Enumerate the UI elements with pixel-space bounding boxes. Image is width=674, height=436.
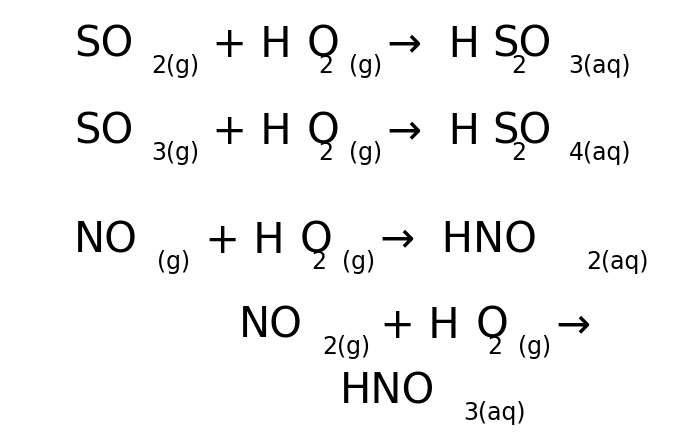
Text: 2: 2	[511, 54, 526, 78]
Text: 3(aq): 3(aq)	[464, 401, 526, 425]
Text: (g): (g)	[342, 250, 375, 274]
Text: SO: SO	[492, 111, 551, 153]
Text: (g): (g)	[349, 54, 382, 78]
Text: + H: + H	[192, 220, 284, 262]
Text: O: O	[307, 24, 340, 66]
Text: (g): (g)	[518, 335, 551, 359]
Text: 3(g): 3(g)	[151, 141, 199, 165]
Text: →  HNO: → HNO	[367, 220, 537, 262]
Text: O: O	[300, 220, 333, 262]
Text: (g): (g)	[349, 141, 382, 165]
Text: 2(g): 2(g)	[151, 54, 199, 78]
Text: SO: SO	[74, 24, 133, 66]
Text: 2(aq): 2(aq)	[586, 250, 649, 274]
Text: + H: + H	[199, 24, 291, 66]
Text: 2: 2	[318, 54, 334, 78]
Text: O: O	[307, 111, 340, 153]
Text: + H: + H	[199, 111, 291, 153]
Text: 3(aq): 3(aq)	[569, 54, 631, 78]
Text: →  H: → H	[374, 24, 480, 66]
Text: 2: 2	[311, 250, 327, 274]
Text: →  H: → H	[374, 111, 480, 153]
Text: SO: SO	[74, 111, 133, 153]
Text: (g): (g)	[157, 250, 190, 274]
Text: 4(aq): 4(aq)	[569, 141, 631, 165]
Text: 2: 2	[487, 335, 502, 359]
Text: SO: SO	[492, 24, 551, 66]
Text: + H: + H	[367, 305, 460, 347]
Text: 2(g): 2(g)	[322, 335, 370, 359]
Text: 2: 2	[318, 141, 334, 165]
Text: NO: NO	[239, 305, 303, 347]
Text: HNO: HNO	[340, 370, 436, 412]
Text: O: O	[475, 305, 508, 347]
Text: 2: 2	[511, 141, 526, 165]
Text: NO: NO	[74, 220, 138, 262]
Text: →: →	[543, 305, 590, 347]
